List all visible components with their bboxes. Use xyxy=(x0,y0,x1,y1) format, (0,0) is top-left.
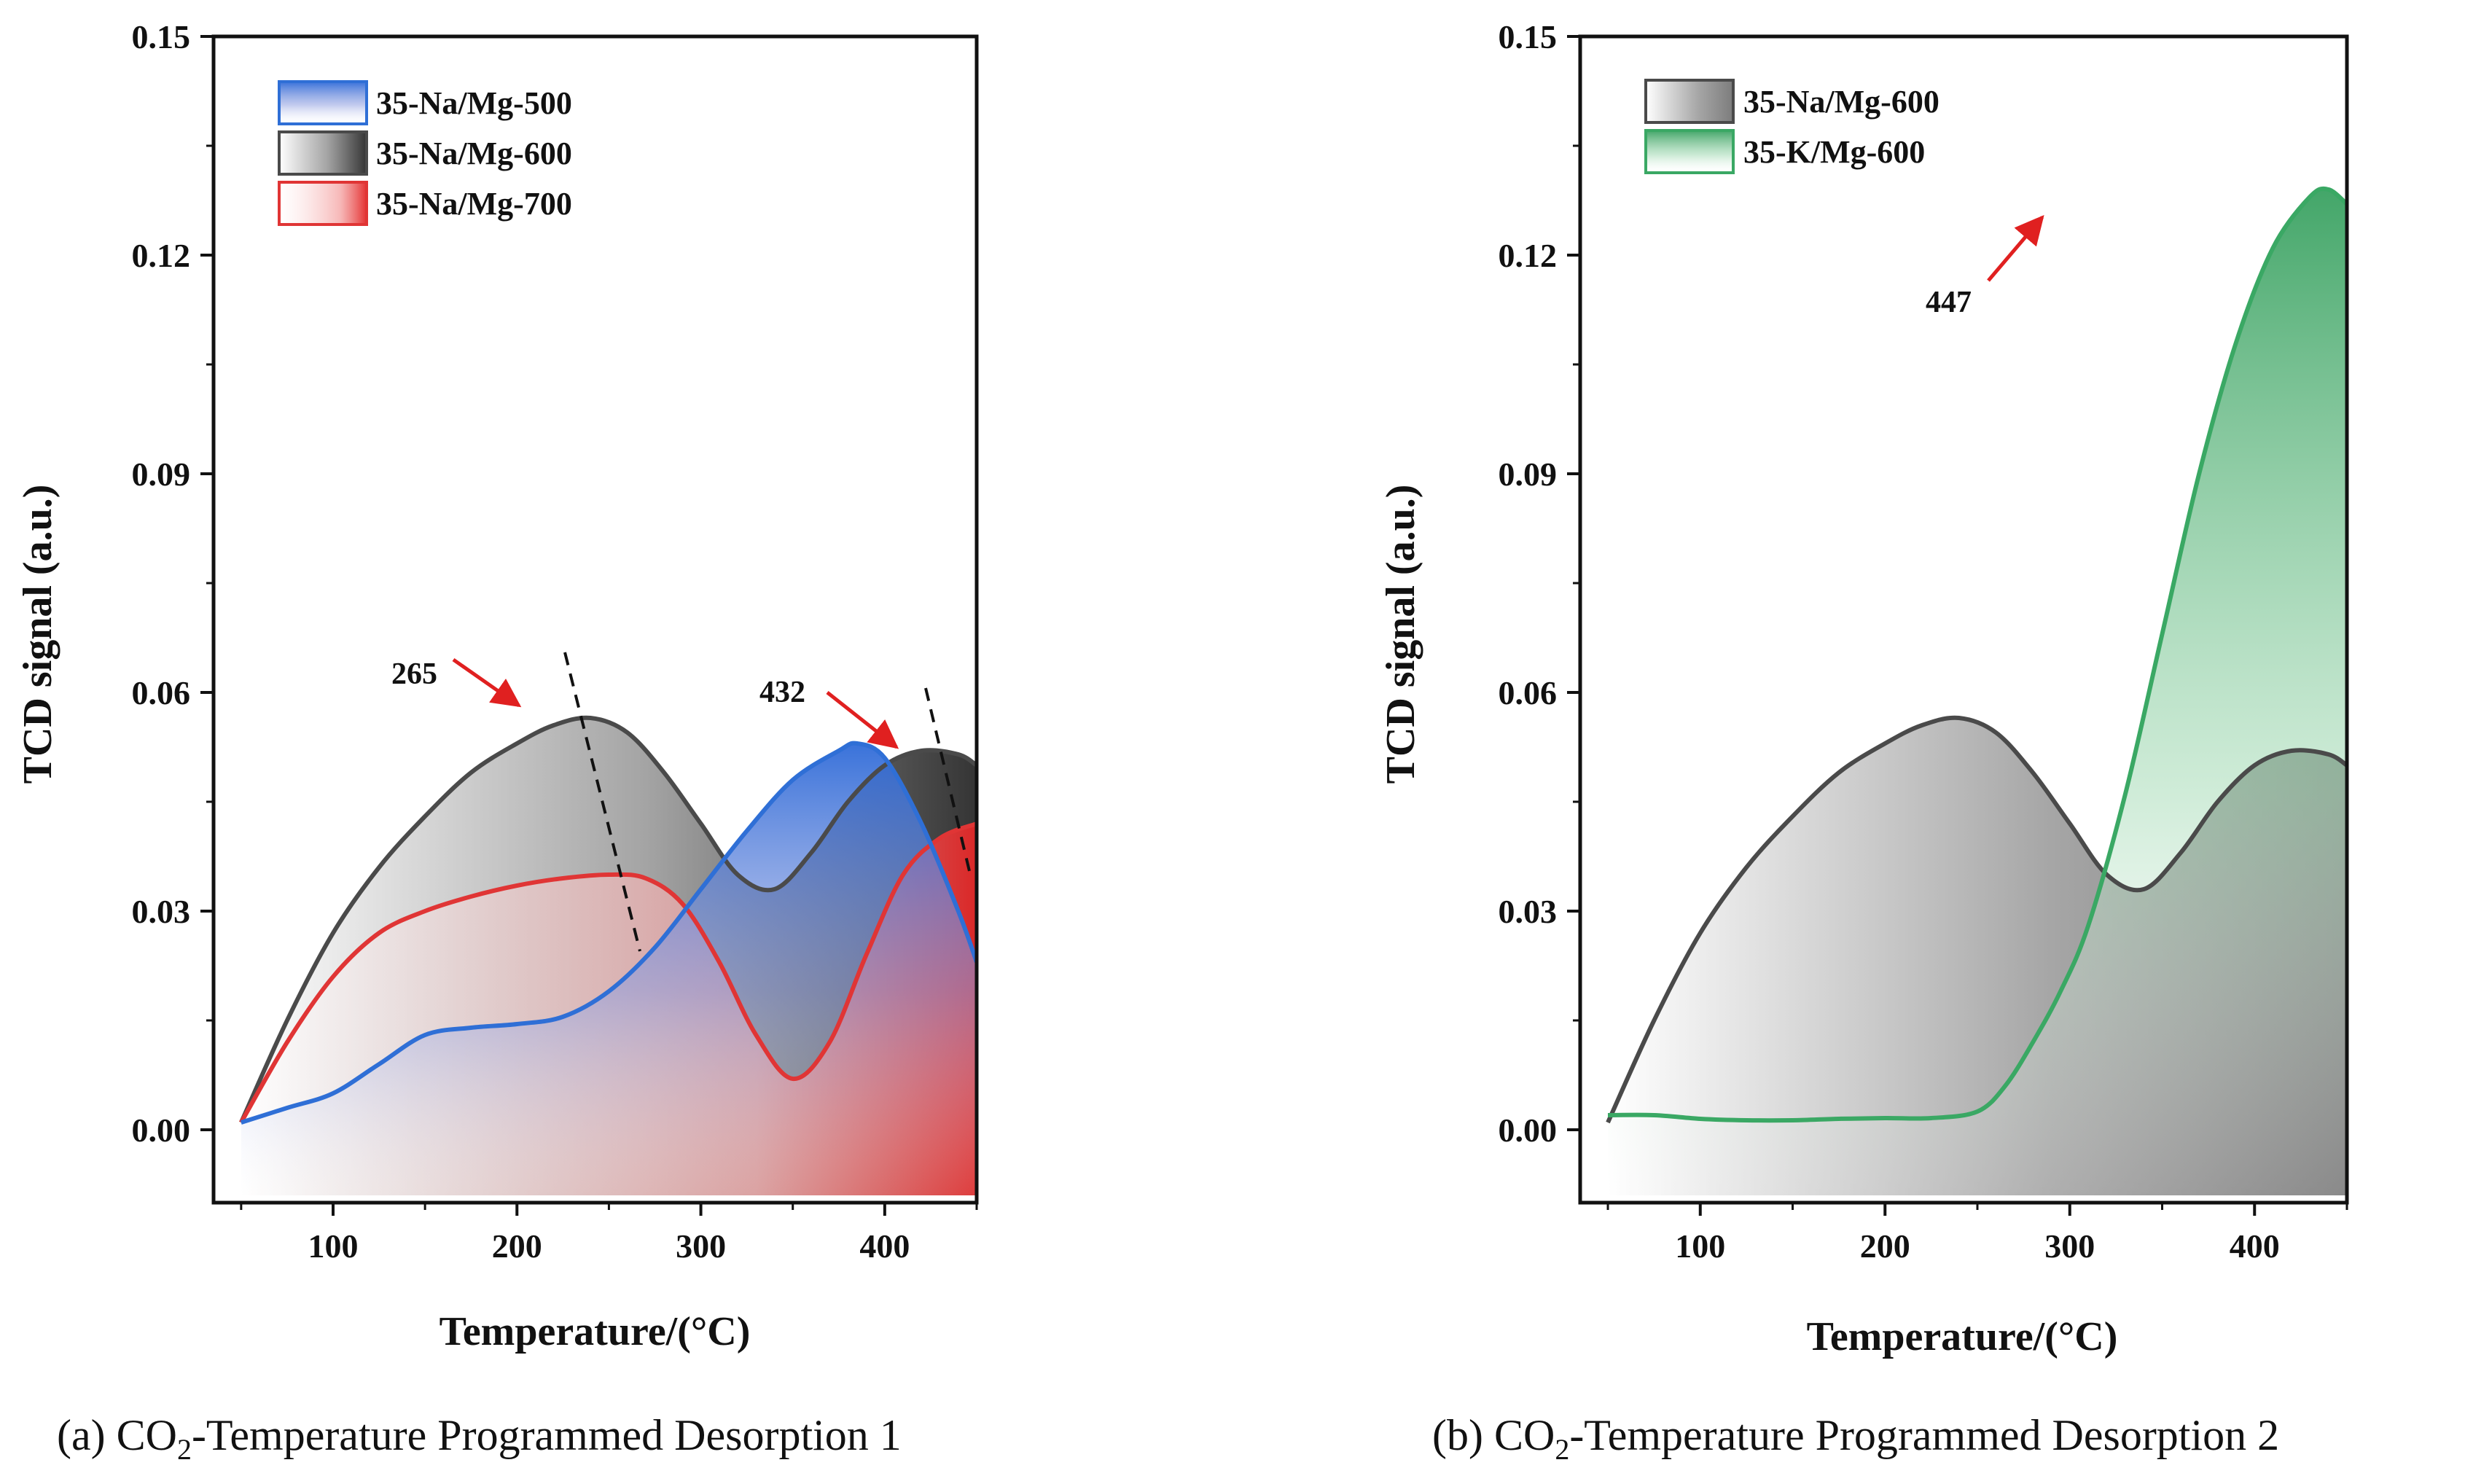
legend-label-35-na-mg-500: 35-Na/Mg-500 xyxy=(376,85,572,121)
x-tick-label-100: 100 xyxy=(1675,1227,1725,1265)
x-tick-label-400: 400 xyxy=(859,1227,910,1265)
panel-b-frame xyxy=(1578,34,2349,1205)
y-tick-label-0.15: 0.15 xyxy=(132,18,191,55)
arrow-265 xyxy=(452,657,522,708)
x-tick-label-100: 100 xyxy=(308,1227,358,1265)
y-tick-label-0.06: 0.06 xyxy=(1499,674,1558,711)
x-tick-label-200: 200 xyxy=(492,1227,542,1265)
y-tick-label-0.09: 0.09 xyxy=(1499,456,1558,493)
y-tick-label-0.03: 0.03 xyxy=(132,893,191,930)
line-35-na-mg-600-a xyxy=(239,715,977,1124)
x-tick-label-300: 300 xyxy=(2044,1227,2095,1265)
legend-swatch-35-na-mg-600-b xyxy=(1644,79,1735,124)
panel-a-areas xyxy=(239,715,977,1195)
arrow-447 xyxy=(1987,214,2044,282)
panel-a-guides: 265 432 xyxy=(391,652,971,952)
panel-b-areas xyxy=(1606,186,2347,1195)
line-35-na-mg-700-a xyxy=(239,821,977,1124)
legend-label-35-na-mg-600-b: 35-Na/Mg-600 xyxy=(1743,84,1939,120)
panel-a-frame xyxy=(211,34,979,1205)
x-tick-label-300: 300 xyxy=(676,1227,726,1265)
y-tick-label-0.12: 0.12 xyxy=(1499,237,1558,274)
area-35-na-mg-500-a xyxy=(241,743,977,1195)
line-35-k-mg-600-b xyxy=(1607,186,2347,1123)
legend-swatch-35-k-mg-600 xyxy=(1644,129,1735,174)
annotation-447: 447 xyxy=(1926,286,1972,319)
panel-a-xlabel: Temperature/(°C) xyxy=(440,1309,751,1354)
dashed-guide-432 xyxy=(924,687,971,872)
panel-b-xlabel: Temperature/(°C) xyxy=(1807,1314,2118,1359)
y-tick-label-0.00: 0.00 xyxy=(132,1112,191,1149)
area-35-k-mg-600-b xyxy=(1608,188,2347,1195)
arrow-432 xyxy=(826,691,899,749)
line-35-na-mg-600-b xyxy=(1606,715,2347,1124)
y-tick-label-0.06: 0.06 xyxy=(132,674,191,711)
y-tick-label-0.15: 0.15 xyxy=(1499,18,1558,55)
annotation-432: 432 xyxy=(759,676,805,709)
legend-label-35-na-mg-700: 35-Na/Mg-700 xyxy=(376,186,572,222)
panel-a-axes: 100 200 300 400 0.00 0.03 0.06 0.09 0.12 0.15 xyxy=(132,18,978,1265)
legend-swatch-35-na-mg-500 xyxy=(278,80,368,125)
x-tick-label-400: 400 xyxy=(2230,1227,2280,1265)
panel-b-axes: 100 200 300 400 0.00 0.03 0.06 0.09 0.12 0.15 xyxy=(1499,18,2348,1265)
x-tick-label-200: 200 xyxy=(1860,1227,1910,1265)
y-tick-label-0.03: 0.03 xyxy=(1499,893,1558,930)
dashed-guide-265 xyxy=(563,652,641,952)
legend-swatch-35-na-mg-600 xyxy=(278,130,368,176)
legend-label-35-k-mg-600: 35-K/Mg-600 xyxy=(1743,134,1925,170)
legend-swatch-35-na-mg-700 xyxy=(278,181,368,226)
panel-a: 265 432 100 200 300 400 0.00 0.03 0.06 0.09 0.12… xyxy=(15,18,979,1354)
line-35-na-mg-500-a xyxy=(240,741,977,1125)
annotation-265: 265 xyxy=(391,657,437,691)
panel-b: 447 100 200 300 400 0.00 0.03 0.06 0.09 0.12 0.15… xyxy=(1378,18,2349,1359)
y-tick-label-0.00: 0.00 xyxy=(1499,1112,1558,1149)
panel-a-ylabel: TCD signal (a.u.) xyxy=(15,485,60,784)
y-tick-label-0.12: 0.12 xyxy=(132,237,191,274)
panel-b-legend: 35-Na/Mg-600 35-K/Mg-600 xyxy=(1644,79,1939,174)
legend-label-35-na-mg-600: 35-Na/Mg-600 xyxy=(376,136,572,171)
y-tick-label-0.09: 0.09 xyxy=(132,456,191,493)
panel-b-ylabel: TCD signal (a.u.) xyxy=(1378,485,1423,784)
panel-a-legend: 35-Na/Mg-500 35-Na/Mg-600 35-Na/Mg-700 xyxy=(278,80,572,226)
caption-a: (a) CO2-Temperature Programmed Desorptio… xyxy=(57,1411,902,1466)
caption-b: (b) CO2-Temperature Programmed Desorptio… xyxy=(1432,1411,2280,1466)
